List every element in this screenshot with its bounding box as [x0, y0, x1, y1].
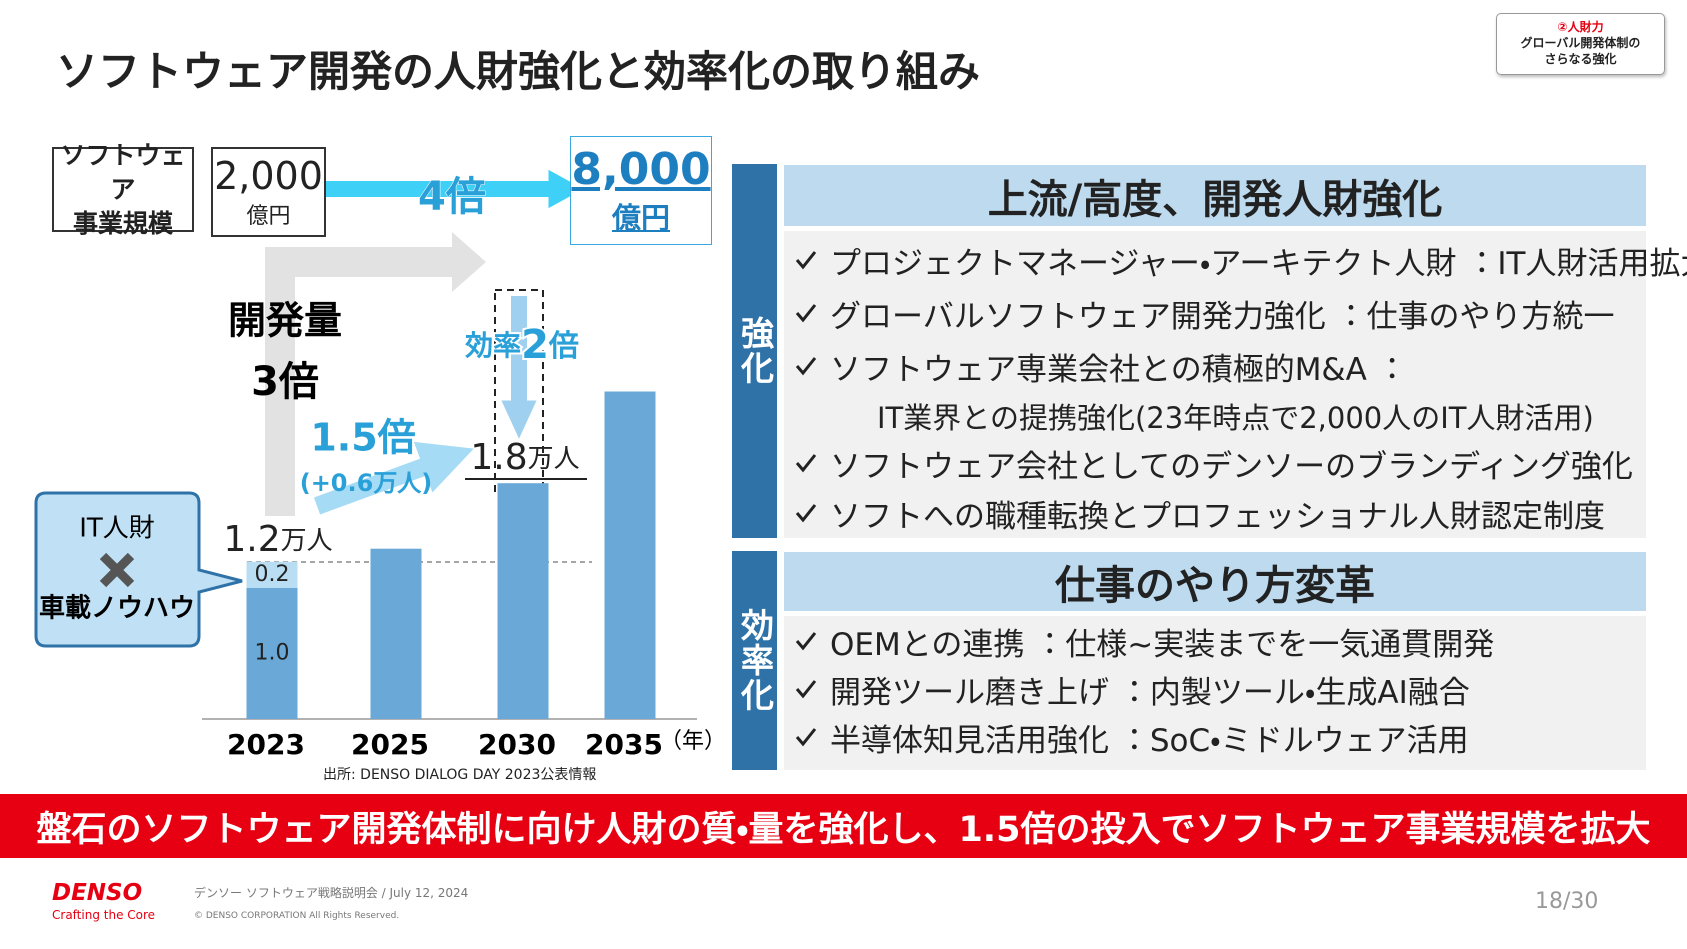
check-icon [795, 728, 817, 747]
check-mark [795, 680, 817, 699]
development-arrow [265, 247, 452, 516]
scale-to-value: 8,000 [571, 144, 711, 195]
panel-item: 開発ツール磨き上げ ：内製ツール・生成AI融合 [794, 669, 1470, 711]
bar [246, 561, 298, 588]
check-icon [795, 632, 817, 651]
development-arrow-head [452, 232, 486, 292]
panel-item: ソフトウェア会社としてのデンソーのブランディング強化 [794, 443, 1633, 485]
x-tick-label: 2023 [227, 728, 305, 761]
scale-from-value: 2,000 [214, 154, 323, 198]
value-label: 0.2 [255, 562, 290, 587]
bar [246, 588, 298, 719]
panel-heading: 仕事のやり方変革 [784, 552, 1646, 611]
logo: DENSO [52, 880, 143, 906]
bar [370, 548, 422, 719]
scale-from: 2,000 億円 [211, 147, 326, 237]
scale-label-line: ソフトウェア [60, 140, 186, 204]
scale-label: ソフトウェア 事業規模 [52, 141, 194, 238]
panel-item: OEMとの連携 ：仕様~実装までを一気通貫開発 [794, 621, 1495, 663]
growth-arrow [313, 441, 474, 515]
panel-item-text: ソフトウェア専業会社との積極的M&A ： [830, 351, 1408, 388]
growth-multiplier: 1.5倍 [310, 416, 415, 460]
check-mark [795, 357, 817, 376]
event: デンソー ソフトウェア戦略説明会 / July 12, 2024 [194, 886, 469, 900]
panel-item-text: OEMとの連携 ：仕様~実装までを一気通貫開発 [830, 626, 1495, 663]
x-tick-label: 2035 [585, 728, 663, 761]
panel-item-text: ソフトへの職種転換とプロフェッショナル人財認定制度 [830, 498, 1605, 535]
total-label: 1.2万人 [223, 519, 332, 560]
callout-cross [99, 552, 135, 588]
scale-to: 8,000 億円 [570, 136, 712, 245]
x-tick-label: 2030 [478, 728, 556, 761]
panel-item-text: プロジェクトマネージャー・アーキテクト人財 ：IT人財活用拡大 [830, 245, 1687, 282]
badge-line: グローバル開発体制の [1520, 36, 1641, 50]
bar [497, 483, 549, 719]
panel-body: OEMとの連携 ：仕様~実装までを一気通貫開発 開発ツール磨き上げ ：内製ツール・… [784, 616, 1646, 770]
scale-to-unit: 億円 [611, 201, 670, 235]
panel-item-text: 開発ツール磨き上げ ：内製ツール・生成AI融合 [830, 674, 1470, 711]
tagline: Crafting the Core [52, 908, 156, 922]
efficiency-part: 2 [521, 322, 549, 368]
x-unit: （年） [660, 729, 726, 754]
scale-label-line: 事業規模 [72, 208, 173, 238]
efficiency-part: 倍 [548, 329, 579, 364]
check-icon [795, 680, 817, 699]
total-label: 1.8万人 [470, 437, 579, 478]
callout-line: 車載ノウハウ [39, 594, 195, 624]
check-mark [795, 632, 817, 651]
panel-item-text: 半導体知見活用強化 ：SoC・ミドルウェア活用 [830, 722, 1469, 759]
badge: ②人財力 グローバル開発体制の さらなる強化 [1496, 13, 1665, 75]
banner: 盤石のソフトウェア開発体制に向け人財の質・量を強化し、1.5倍の投入でソフトウェ… [0, 794, 1687, 858]
development-multiplier: 3倍 [251, 359, 319, 405]
efficiency-frame [494, 289, 544, 494]
panel-heading: 上流/高度、開発人財強化 [784, 165, 1646, 226]
check-mark [795, 251, 817, 270]
panel-item-sub: IT業界との提携強化(23年時点で2,000人のIT人財活用) [877, 401, 1594, 435]
check-icon [795, 504, 817, 523]
panel-item: 半導体知見活用強化 ：SoC・ミドルウェア活用 [794, 717, 1469, 759]
scale-multiplier: 4倍 [418, 174, 487, 221]
page-number: 18/30 [1535, 889, 1599, 914]
check-mark [795, 454, 817, 473]
development-label: 開発量 [228, 299, 342, 343]
total-number: 1.8 [470, 437, 527, 478]
check-mark [795, 728, 817, 747]
x-tick-label: 2025 [351, 728, 429, 761]
check-mark [795, 504, 817, 523]
panel-item: プロジェクトマネージャー・アーキテクト人財 ：IT人財活用拡大 [794, 240, 1687, 282]
bar [604, 391, 656, 719]
badge-line: さらなる強化 [1544, 52, 1617, 66]
panel-body: プロジェクトマネージャー・アーキテクト人財 ：IT人財活用拡大 グローバルソフトウ… [784, 231, 1687, 538]
badge-title: ②人財力 [1557, 20, 1604, 34]
source: 出所: DENSO DIALOG DAY 2023公表情報 [323, 767, 597, 783]
scale-from-unit: 億円 [246, 204, 291, 229]
total-number: 1.2 [223, 519, 280, 560]
panel-item: グローバルソフトウェア開発力強化 ：仕事のやり方統一 [794, 293, 1615, 335]
panel-item: ソフトウェア専業会社との積極的M&A ： [794, 346, 1408, 388]
check-icon [795, 304, 817, 323]
check-icon [795, 357, 817, 376]
efficiency-part: 効率 [464, 329, 521, 362]
panel-item: ソフトへの職種転換とプロフェッショナル人財認定制度 [794, 493, 1605, 535]
check-mark [795, 304, 817, 323]
callout [34, 491, 243, 648]
total-unit: 万人 [281, 526, 333, 556]
value-label: 1.0 [255, 641, 290, 666]
copyright: © DENSO CORPORATION All Rights Reserved. [194, 911, 400, 921]
growth-delta: (+0.6万人) [300, 469, 433, 497]
panel-item-text: ソフトウェア会社としてのデンソーのブランディング強化 [830, 448, 1633, 485]
check-icon [795, 454, 817, 473]
total-unit: 万人 [528, 444, 580, 474]
title: ソフトウェア開発の人財強化と効率化の取り組み [56, 47, 981, 96]
efficiency-label: 効率2倍 [464, 322, 579, 368]
callout-line: IT人財 [79, 514, 155, 544]
panel-side: 強化 [732, 164, 777, 538]
panel-item-text: グローバルソフトウェア開発力強化 ：仕事のやり方統一 [830, 298, 1615, 335]
check-icon [795, 251, 817, 270]
panel-side: 効率化 [732, 551, 777, 770]
